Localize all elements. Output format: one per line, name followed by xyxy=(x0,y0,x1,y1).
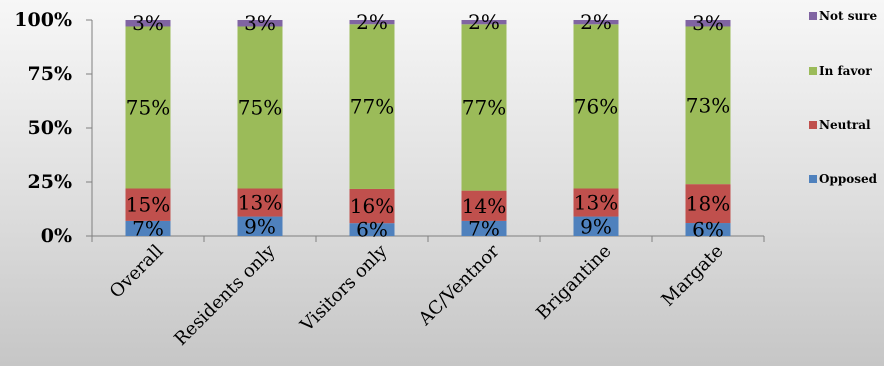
data-label: 3% xyxy=(692,11,724,35)
legend: Not sure In favor Neutral Opposed xyxy=(809,9,878,186)
data-label: 7% xyxy=(468,216,500,240)
bar-segment-in-favor xyxy=(685,26,731,185)
data-label: 73% xyxy=(686,93,730,117)
data-label: 18% xyxy=(686,192,730,216)
bar-segment-opposed xyxy=(573,216,619,236)
bar-segment-in-favor xyxy=(125,26,171,189)
y-tick-label: 50% xyxy=(28,117,73,139)
bar-segment-neutral xyxy=(349,188,395,224)
legend-swatch xyxy=(809,175,817,183)
data-label: 75% xyxy=(126,95,170,119)
data-label: 76% xyxy=(574,94,618,118)
bar-segment-opposed xyxy=(125,220,171,236)
data-label: 3% xyxy=(244,11,276,35)
x-category-label: Visitors only xyxy=(296,240,392,336)
bar-segment-neutral xyxy=(125,188,171,221)
bar-segment-not-sure xyxy=(461,20,507,25)
bar-segment-neutral xyxy=(573,188,619,217)
data-label: 2% xyxy=(580,10,612,34)
data-label: 75% xyxy=(238,95,282,119)
data-label: 3% xyxy=(132,11,164,35)
bar-segment-neutral xyxy=(237,188,283,217)
y-axis: 0% 25% 50% 75% 100% xyxy=(14,9,93,247)
data-label: 7% xyxy=(132,216,164,240)
bars: 7%15%75%3%9%13%75%3%6%16%77%2%7%14%77%2%… xyxy=(125,10,731,242)
x-axis: Overall Residents only Visitors only AC/Ven… xyxy=(91,235,765,350)
bar-segment-neutral xyxy=(461,190,507,221)
data-label: 2% xyxy=(468,10,500,34)
bar-segment-not-sure xyxy=(237,20,283,27)
data-label: 77% xyxy=(350,95,394,119)
data-label: 9% xyxy=(580,214,612,238)
data-label: 6% xyxy=(356,218,388,242)
legend-swatch xyxy=(809,12,817,20)
legend-swatch xyxy=(809,67,817,75)
x-category-label: AC/Ventnor xyxy=(414,240,504,330)
y-tick-label: 25% xyxy=(28,171,73,193)
data-label: 15% xyxy=(126,193,170,217)
data-label: 9% xyxy=(244,214,276,238)
data-label: 77% xyxy=(462,95,506,119)
bar-segment-in-favor xyxy=(573,24,619,189)
legend-swatch xyxy=(809,121,817,129)
legend-label: In favor xyxy=(819,64,872,78)
y-tick-label: 100% xyxy=(14,9,72,31)
bar-segment-in-favor xyxy=(349,24,395,189)
legend-label: Neutral xyxy=(819,118,871,132)
bar-segment-in-favor xyxy=(237,26,283,189)
bar-segment-opposed xyxy=(237,216,283,236)
data-label: 14% xyxy=(462,194,506,218)
x-category-label: Brigantine xyxy=(532,241,615,324)
y-tick-label: 0% xyxy=(41,225,72,247)
bar-segment-in-favor xyxy=(461,24,507,191)
x-category-label: Residents only xyxy=(170,240,280,350)
data-label: 6% xyxy=(692,218,724,242)
bar-segment-opposed xyxy=(349,223,395,236)
bar-segment-neutral xyxy=(685,184,731,224)
bar-segment-not-sure xyxy=(685,20,731,27)
data-label: 13% xyxy=(238,191,282,215)
legend-label: Opposed xyxy=(819,172,878,186)
data-label: 16% xyxy=(350,194,394,218)
bar-segment-opposed xyxy=(685,223,731,236)
bar-segment-not-sure xyxy=(125,20,171,27)
bar-segment-opposed xyxy=(461,220,507,236)
bar-segment-not-sure xyxy=(573,20,619,25)
y-tick-label: 75% xyxy=(28,63,73,85)
bar-segment-not-sure xyxy=(349,20,395,25)
legend-label: Not sure xyxy=(819,9,877,23)
x-category-label: Margate xyxy=(658,241,728,311)
data-label: 13% xyxy=(574,191,618,215)
data-label: 2% xyxy=(356,10,388,34)
x-category-label: Overall xyxy=(106,241,168,303)
